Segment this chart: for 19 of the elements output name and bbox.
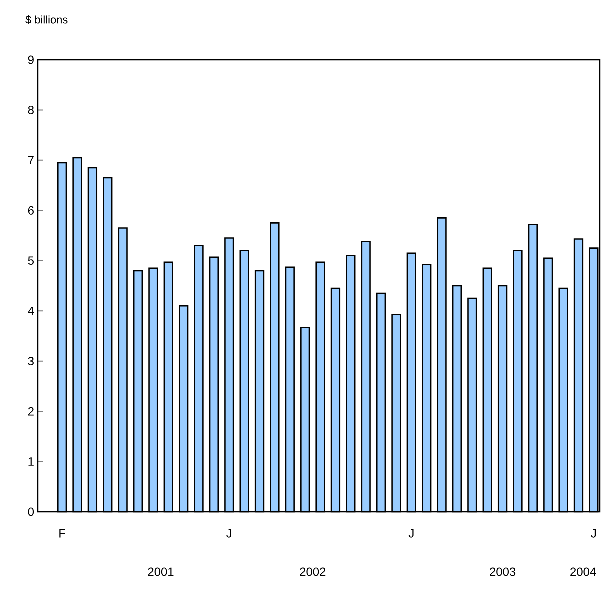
- y-tick-label: 9: [28, 56, 34, 64]
- y-tick-label: 1: [28, 458, 34, 466]
- x-tick-label: J: [591, 530, 596, 538]
- y-tick-label: 2: [28, 407, 34, 416]
- y-tick-label: 0: [28, 508, 34, 516]
- y-tick-label: 5: [28, 256, 34, 266]
- text: 2002: [300, 568, 326, 576]
- x-tick-label: F: [60, 530, 66, 538]
- x-tick-label: J: [408, 530, 414, 538]
- y-axis-title: $ billions: [26, 16, 68, 24]
- y-tick-label: 4: [28, 306, 34, 316]
- x-tick-label: J: [226, 530, 232, 538]
- y-tick-label: 7: [28, 156, 34, 165]
- text: 2003: [490, 568, 516, 576]
- y-tick-label: 6: [28, 206, 34, 215]
- text: 2001: [148, 568, 174, 576]
- y-tick-label: 8: [28, 106, 34, 114]
- y-tick-label: 3: [28, 357, 34, 366]
- text: 2004: [570, 568, 596, 576]
